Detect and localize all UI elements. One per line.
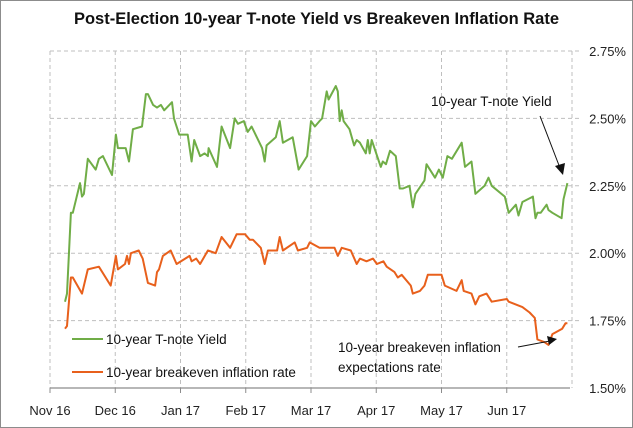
arrowhead-icon <box>555 163 565 175</box>
series-line-tnote-yield <box>64 85 569 302</box>
y-tick-label: 1.75% <box>589 314 626 329</box>
x-tick-label: Mar 17 <box>291 403 331 418</box>
annotation-yield: 10-year T-note Yield <box>431 94 552 109</box>
chart-title: Post-Election 10-year T-note Yield vs Br… <box>73 10 560 28</box>
x-tick-label: Jan 17 <box>161 403 200 418</box>
x-tick-label: Nov 16 <box>29 403 70 418</box>
x-tick-label: Dec 16 <box>95 403 136 418</box>
x-tick-label: May 17 <box>420 403 463 418</box>
arrowhead-icon <box>547 336 557 345</box>
annotation-breakeven-line1: 10-year breakeven inflation <box>338 340 501 355</box>
x-tick-label: Apr 17 <box>357 403 395 418</box>
annotation-breakeven-line2: expectations rate <box>338 360 441 375</box>
legend-label-yield: 10-year T-note Yield <box>106 332 227 347</box>
legend-label-breakeven: 10-year breakeven inflation rate <box>106 365 296 380</box>
y-tick-label: 1.50% <box>589 381 626 396</box>
series-line-breakeven-inflation <box>64 233 568 346</box>
annotation-breakeven-arrow <box>517 340 551 348</box>
x-tick-label: Feb 17 <box>226 403 266 418</box>
y-tick-label: 2.75% <box>589 44 626 59</box>
y-tick-label: 2.50% <box>589 111 626 126</box>
y-tick-label: 2.25% <box>589 179 626 194</box>
annotation-yield-arrow <box>539 115 561 169</box>
y-tick-label: 2.00% <box>589 246 626 261</box>
x-tick-label: Jun 17 <box>487 403 526 418</box>
